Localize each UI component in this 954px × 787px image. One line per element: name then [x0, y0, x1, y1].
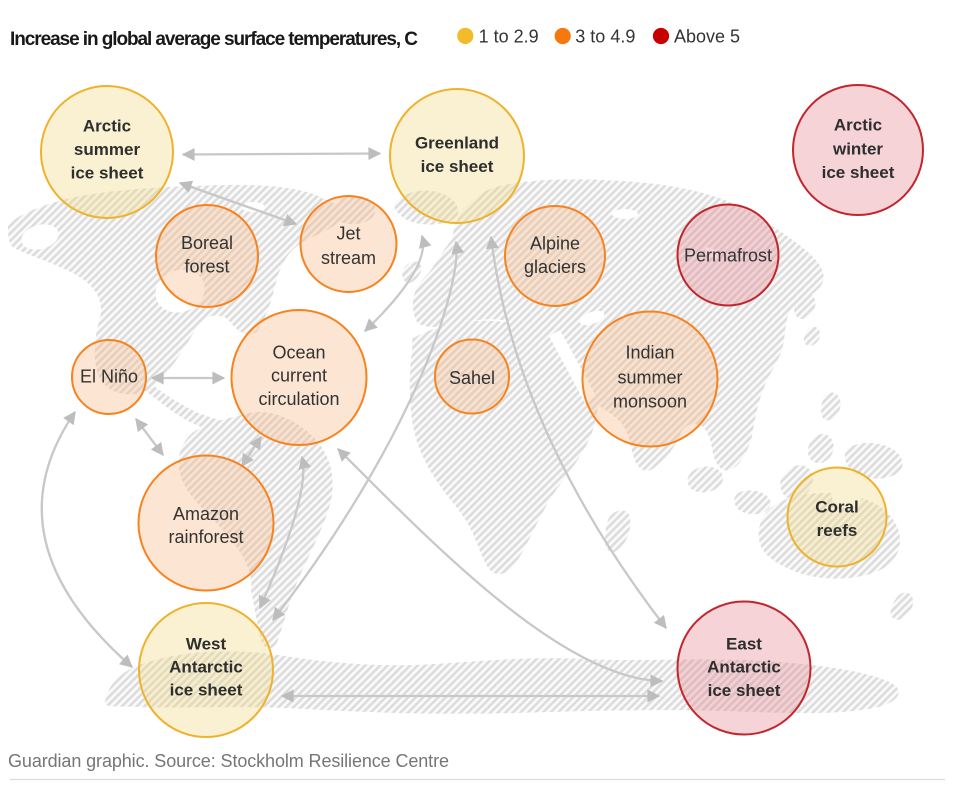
svg-text:Ocean: Ocean — [272, 343, 325, 363]
svg-text:Antarctic: Antarctic — [169, 658, 243, 677]
svg-text:Jet: Jet — [336, 224, 360, 244]
svg-text:Sahel: Sahel — [449, 368, 495, 388]
svg-text:1 to 2.9: 1 to 2.9 — [479, 27, 539, 47]
svg-text:glaciers: glaciers — [524, 257, 586, 277]
svg-text:Boreal: Boreal — [181, 233, 233, 253]
svg-text:winter: winter — [832, 140, 883, 159]
svg-text:Permafrost: Permafrost — [684, 246, 772, 266]
svg-text:stream: stream — [321, 248, 376, 268]
svg-text:Arctic: Arctic — [834, 116, 882, 135]
svg-text:monsoon: monsoon — [613, 392, 687, 412]
svg-text:ice sheet: ice sheet — [421, 157, 494, 176]
svg-text:El Niño: El Niño — [80, 367, 138, 387]
svg-text:Greenland: Greenland — [415, 134, 499, 153]
svg-text:Above 5: Above 5 — [674, 27, 740, 47]
svg-text:ice sheet: ice sheet — [822, 163, 895, 182]
svg-text:summer: summer — [74, 140, 141, 159]
svg-text:current: current — [271, 366, 327, 386]
svg-text:forest: forest — [184, 257, 229, 277]
svg-text:ice sheet: ice sheet — [708, 681, 781, 700]
svg-text:Coral: Coral — [815, 498, 858, 517]
svg-text:reefs: reefs — [817, 521, 858, 540]
svg-text:circulation: circulation — [258, 389, 339, 409]
svg-text:Alpine: Alpine — [530, 234, 580, 254]
svg-text:Arctic: Arctic — [83, 117, 131, 136]
svg-text:Antarctic: Antarctic — [707, 658, 781, 677]
svg-text:rainforest: rainforest — [168, 527, 243, 547]
svg-text:Amazon: Amazon — [173, 504, 239, 524]
svg-text:ice sheet: ice sheet — [71, 164, 144, 183]
svg-text:3 to 4.9: 3 to 4.9 — [575, 27, 635, 47]
svg-text:Guardian graphic. Source: Stoc: Guardian graphic. Source: Stockholm Resi… — [8, 751, 449, 771]
svg-text:West: West — [186, 635, 227, 654]
svg-text:ice sheet: ice sheet — [170, 681, 243, 700]
svg-text:East: East — [726, 635, 762, 654]
svg-text:summer: summer — [617, 368, 682, 388]
svg-text:Indian: Indian — [625, 343, 674, 363]
svg-text:Increase in global average sur: Increase in global average surface tempe… — [10, 29, 418, 50]
